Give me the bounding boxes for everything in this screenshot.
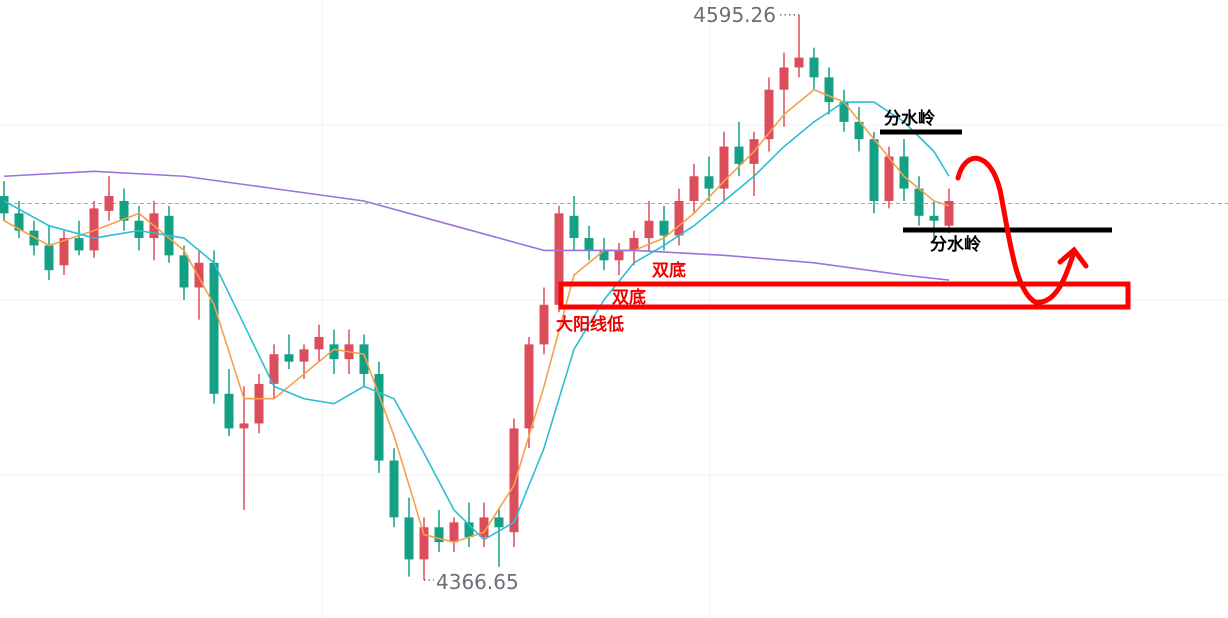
candle-body [764, 89, 774, 140]
candle-body [659, 220, 669, 236]
candle-body [209, 262, 219, 394]
candle-body [194, 262, 204, 288]
candle-body [104, 196, 114, 211]
candle-body [329, 344, 339, 360]
candle-body [719, 146, 729, 189]
candle-body [284, 354, 294, 362]
candle-body [479, 517, 489, 538]
candle-body [59, 238, 69, 266]
candle-body [449, 522, 459, 543]
candle-body [734, 146, 744, 164]
candle-body [689, 176, 699, 201]
candle-body [539, 304, 549, 345]
candle-body [914, 188, 924, 216]
moving-average [3, 170, 950, 281]
candle-body [809, 57, 819, 78]
candle-body [554, 213, 564, 305]
candle-body [314, 336, 324, 350]
candle-body [509, 428, 519, 533]
candle-body [389, 460, 399, 518]
candle-body [224, 393, 234, 429]
high-label: 4595.26 [693, 3, 776, 27]
candle-body [14, 213, 24, 231]
candle-body [929, 215, 939, 221]
low-label: 4366.65 [436, 570, 519, 594]
candle-body [794, 57, 804, 68]
candle-body [374, 374, 384, 461]
candle-body [254, 383, 264, 424]
annotation: 双底 [652, 260, 686, 281]
candle-body [674, 200, 684, 236]
candle-body [0, 196, 9, 214]
candle-body [299, 349, 309, 362]
candle-body [584, 238, 594, 251]
candle-body [239, 423, 249, 429]
candle-body [134, 220, 144, 239]
candle-body [944, 200, 954, 226]
moving-average [3, 101, 950, 541]
annotation: 分水岭 [930, 234, 981, 255]
annotation: 双底 [612, 287, 646, 308]
moving-average [3, 88, 950, 543]
candle-body [869, 139, 879, 201]
candle-body [569, 215, 579, 239]
annotation: 大阳线低 [556, 314, 624, 335]
candle-body [644, 220, 654, 239]
annotation: 分水岭 [884, 108, 935, 129]
candle-body [779, 67, 789, 90]
candle-body [524, 344, 534, 429]
candle-body [704, 176, 714, 189]
candle-body [494, 517, 504, 528]
candle-body [74, 238, 84, 251]
candle-body [419, 527, 429, 560]
candle-body [839, 102, 849, 122]
annotations: 分水岭 分水岭 双底 双底 大阳线低 [556, 108, 1131, 335]
candle-body [44, 245, 54, 271]
candle-body [824, 77, 834, 103]
candle-body [269, 354, 279, 384]
candle-body [854, 121, 864, 140]
candle-body [359, 344, 369, 375]
candle-body [119, 200, 129, 221]
candle-body [884, 156, 894, 201]
candle-body [599, 250, 609, 261]
candle-body [629, 238, 639, 251]
candle-body [899, 156, 909, 189]
candle-body [89, 208, 99, 251]
candle-body [464, 522, 474, 538]
candle-body [614, 250, 624, 261]
candle-body [179, 255, 189, 288]
candle-body [404, 517, 414, 560]
candle-body [434, 527, 444, 543]
